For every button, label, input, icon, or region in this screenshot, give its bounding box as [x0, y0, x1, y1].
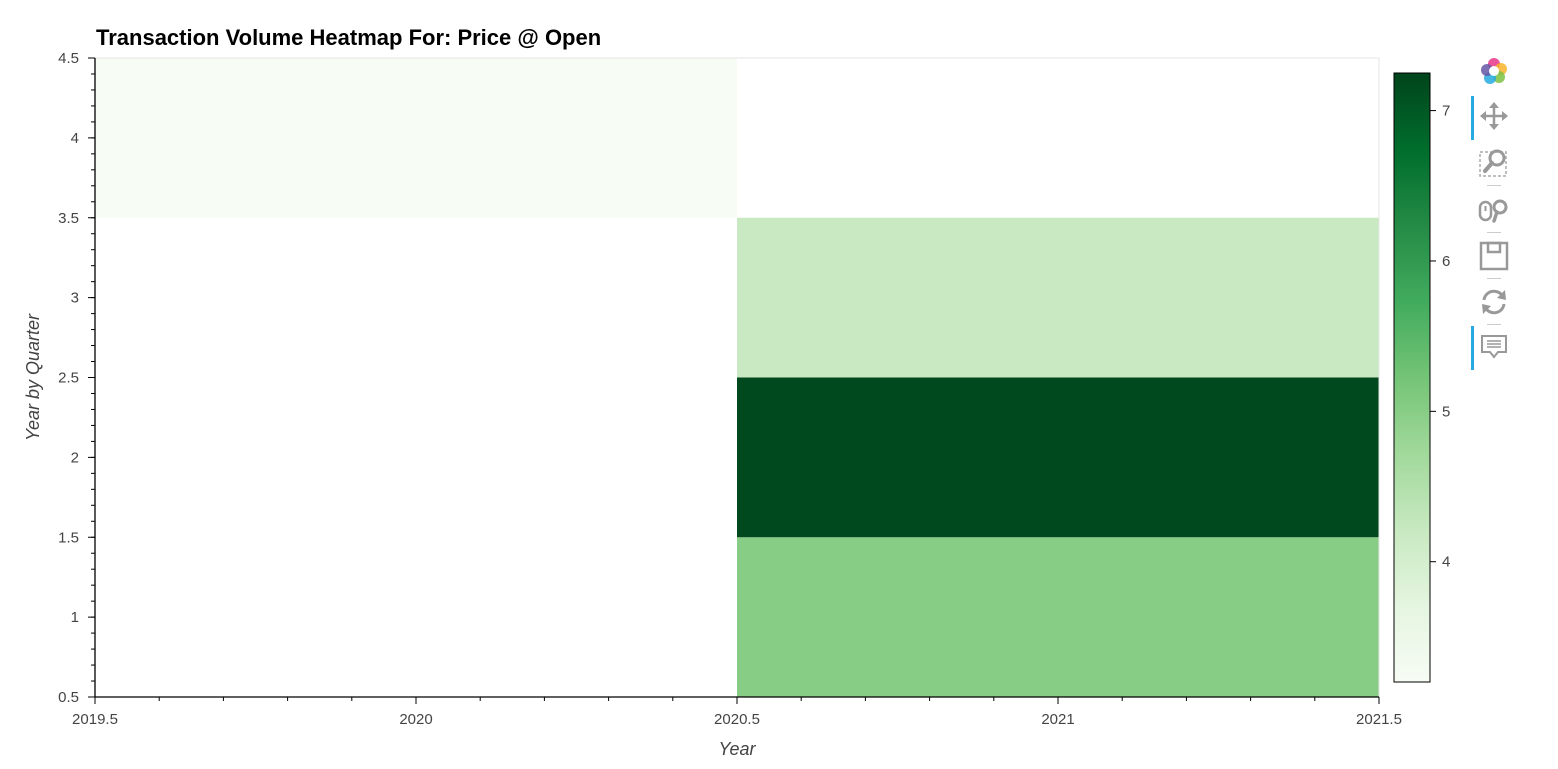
heatmap-cell	[95, 58, 737, 218]
y-tick-label: 3	[71, 290, 79, 307]
y-tick-label: 1.5	[58, 529, 79, 546]
y-tick-label: 1	[71, 609, 79, 626]
heatmap-cell	[737, 537, 1379, 697]
colorbar-tick-label: 5	[1442, 403, 1450, 420]
reset-icon	[1482, 289, 1506, 315]
colorbar: 4 5 6 7	[1393, 72, 1450, 683]
box-zoom-icon	[1479, 149, 1507, 177]
colorbar-tick-label: 7	[1442, 103, 1450, 120]
x-tick-label: 2019.5	[72, 711, 118, 728]
bokeh-logo[interactable]	[1468, 52, 1520, 92]
y-tick-label: 3.5	[58, 210, 79, 227]
x-axis-label: Year	[718, 739, 756, 759]
y-tick-label: 0.5	[58, 689, 79, 706]
box-zoom-tool[interactable]	[1468, 142, 1520, 182]
heatmap-cell	[737, 217, 1379, 378]
save-tool[interactable]	[1468, 236, 1520, 276]
y-tick-label: 2.5	[58, 370, 79, 387]
wheel-zoom-icon	[1478, 199, 1508, 223]
x-tick-label: 2021.5	[1356, 711, 1402, 728]
colorbar-gradient	[1393, 72, 1431, 683]
pan-icon	[1480, 102, 1508, 130]
heatmap-cells	[95, 58, 1379, 697]
axes: 2019.5 2020 2020.5 2021 2021.5 0.5 1 1.5 2 2.5 3 3.…	[58, 50, 1402, 728]
chart-toolbar	[1468, 52, 1520, 382]
wheel-zoom-tool[interactable]	[1468, 190, 1520, 230]
x-tick-label: 2020.5	[714, 711, 760, 728]
save-icon	[1479, 241, 1509, 271]
y-axis-label: Year by Quarter	[23, 313, 43, 441]
reset-tool[interactable]	[1468, 282, 1520, 322]
hover-tool[interactable]	[1468, 326, 1520, 370]
y-tick-label: 2	[71, 449, 79, 466]
bokeh-logo-icon	[1481, 58, 1507, 84]
y-tick-label: 4	[71, 130, 79, 147]
x-tick-label: 2021	[1041, 711, 1074, 728]
y-tick-label: 4.5	[58, 50, 79, 67]
colorbar-tick-label: 6	[1442, 253, 1450, 270]
pan-tool[interactable]	[1468, 96, 1520, 140]
heatmap-cell	[737, 377, 1379, 538]
x-tick-label: 2020	[399, 711, 432, 728]
chart-title: Transaction Volume Heatmap For: Price @ …	[96, 25, 601, 50]
colorbar-tick-label: 4	[1442, 554, 1450, 571]
hover-icon	[1481, 335, 1507, 359]
